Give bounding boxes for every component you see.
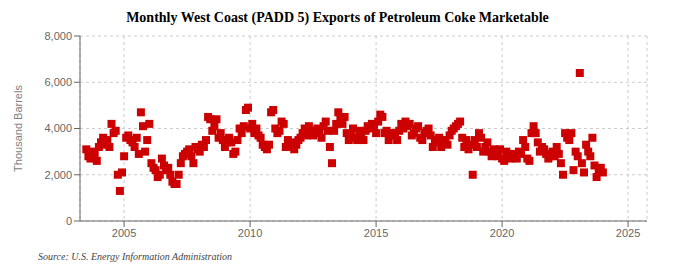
svg-text:2,000: 2,000: [44, 169, 72, 181]
html-text:Source: U.S. Energy Informatio: Source: U.S. Energy Information Administ…: [38, 251, 233, 262]
svg-text:2010: 2010: [238, 227, 262, 239]
svg-text:6,000: 6,000: [44, 76, 72, 88]
svg-text:2025: 2025: [616, 227, 640, 239]
svg-text:8,000: 8,000: [44, 30, 72, 42]
svg-text:2015: 2015: [364, 227, 388, 239]
svg-text:0: 0: [66, 215, 72, 227]
svg-text:2020: 2020: [490, 227, 514, 239]
svg-text:2005: 2005: [112, 227, 136, 239]
html-text:Monthly West Coast (PADD 5) Ex: Monthly West Coast (PADD 5) Exports of P…: [126, 10, 549, 25]
svg-text:Thousand Barrels: Thousand Barrels: [12, 85, 24, 172]
svg-text:4,000: 4,000: [44, 122, 72, 134]
